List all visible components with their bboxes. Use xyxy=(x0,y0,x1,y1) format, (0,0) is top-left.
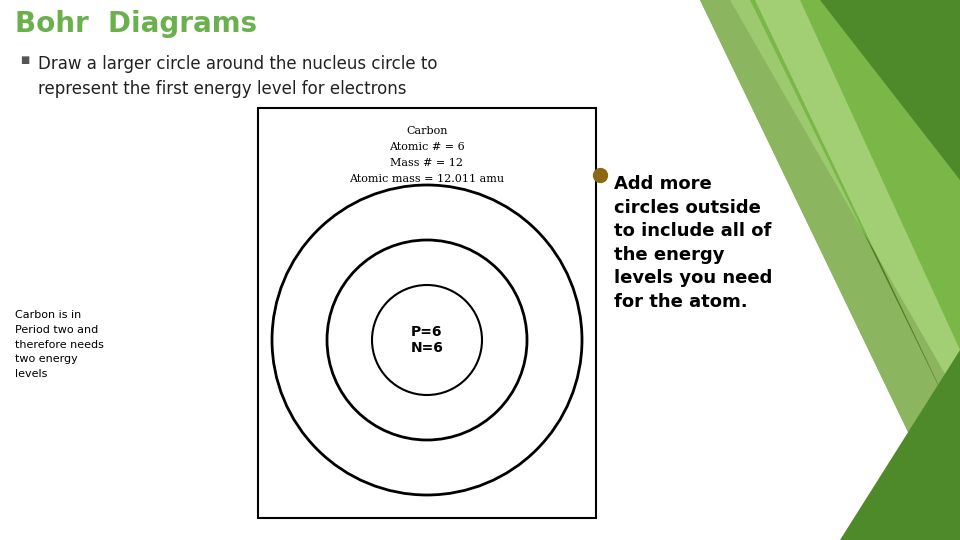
Polygon shape xyxy=(730,0,960,400)
Text: Bohr  Diagrams: Bohr Diagrams xyxy=(15,10,257,38)
Circle shape xyxy=(327,240,527,440)
Polygon shape xyxy=(755,0,960,430)
Text: Mass # = 12: Mass # = 12 xyxy=(391,158,464,168)
Text: Atomic mass = 12.011 amu: Atomic mass = 12.011 amu xyxy=(349,174,505,184)
Circle shape xyxy=(272,185,582,495)
Text: P=6
N=6: P=6 N=6 xyxy=(411,325,444,355)
Text: Atomic # = 6: Atomic # = 6 xyxy=(389,142,465,152)
Text: Add more
circles outside
to include all of
the energy
levels you need
for the at: Add more circles outside to include all … xyxy=(614,175,773,311)
Polygon shape xyxy=(820,0,960,180)
Text: ■: ■ xyxy=(20,55,29,65)
Circle shape xyxy=(372,285,482,395)
Text: Carbon is in
Period two and
therefore needs
two energy
levels: Carbon is in Period two and therefore ne… xyxy=(15,310,104,379)
Polygon shape xyxy=(840,350,960,540)
Text: Draw a larger circle around the nucleus circle to
represent the first energy lev: Draw a larger circle around the nucleus … xyxy=(38,55,438,98)
Bar xyxy=(258,108,596,518)
Polygon shape xyxy=(700,0,960,540)
Polygon shape xyxy=(700,0,960,540)
Text: Carbon: Carbon xyxy=(406,126,447,136)
